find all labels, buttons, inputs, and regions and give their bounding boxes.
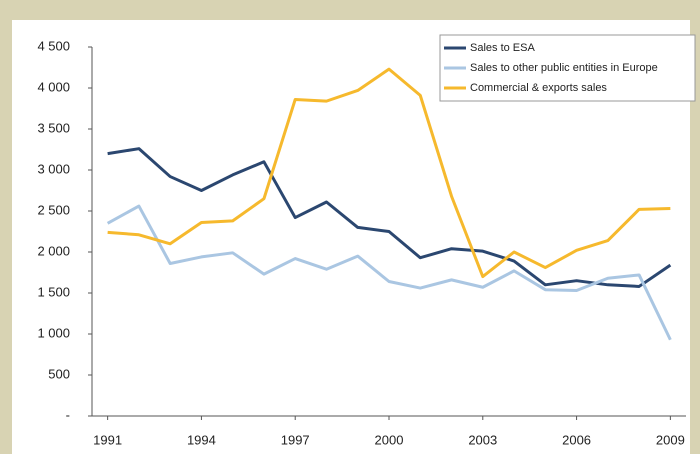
series-line (107, 67, 671, 279)
y-tick-label: 3 000 (37, 161, 70, 176)
y-tick-label: 1 000 (37, 325, 70, 340)
y-tick-label: 3 500 (37, 120, 70, 135)
series-line (106, 204, 672, 341)
x-tick-label: 2009 (656, 432, 685, 447)
y-tick-label: 2 500 (37, 202, 70, 217)
series-line (107, 147, 672, 288)
x-tick-label: 1997 (281, 432, 310, 447)
y-tick-label: 1 500 (37, 284, 70, 299)
y-tick-label: 2 000 (37, 243, 70, 258)
x-tick-label: 2006 (562, 432, 591, 447)
y-tick-label: 500 (48, 366, 70, 381)
legend-label: Commercial & exports sales (470, 82, 607, 94)
legend-box (439, 34, 696, 102)
legend: Sales to ESA Sales to other public entiti… (439, 34, 696, 102)
x-tick-label: 2003 (468, 432, 497, 447)
legend-label: Sales to ESA (470, 42, 535, 54)
y-tick-label: 4 500 (37, 38, 70, 53)
x-tick-label: 1991 (93, 432, 122, 447)
x-tick-label: 2000 (375, 432, 404, 447)
x-tick-label: 1994 (187, 432, 216, 447)
y-tick-label: 4 000 (37, 79, 70, 94)
y-tick-label: - (66, 407, 70, 422)
legend-label: Sales to other public entities in Europe (470, 62, 658, 74)
